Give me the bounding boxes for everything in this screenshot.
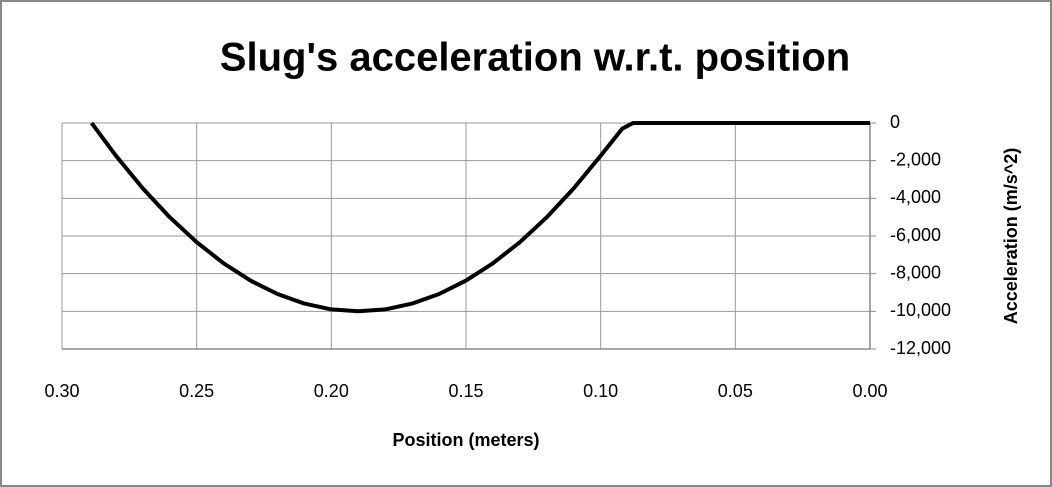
x-tick-label: 0.30 xyxy=(44,381,79,401)
x-axis-label: Position (meters) xyxy=(392,430,539,450)
y-tick-label: -8,000 xyxy=(890,262,941,282)
y-tick-label: -6,000 xyxy=(890,225,941,245)
y-tick-label: -12,000 xyxy=(890,338,951,358)
x-tick-label: 0.10 xyxy=(583,381,618,401)
y-tick-label: -2,000 xyxy=(890,149,941,169)
x-tick-label: 0.20 xyxy=(314,381,349,401)
y-tick-label: -10,000 xyxy=(890,300,951,320)
x-tick-label: 0.15 xyxy=(448,381,483,401)
y-axis-label: Acceleration (m/s^2) xyxy=(1001,148,1021,325)
x-tick-label: 0.05 xyxy=(718,381,753,401)
chart-title: Slug's acceleration w.r.t. position xyxy=(220,36,850,80)
x-tick-label: 0.25 xyxy=(179,381,214,401)
x-tick-label: 0.00 xyxy=(852,381,887,401)
y-tick-label: 0 xyxy=(890,112,900,132)
y-tick-label: -4,000 xyxy=(890,187,941,207)
data-line xyxy=(89,121,870,314)
